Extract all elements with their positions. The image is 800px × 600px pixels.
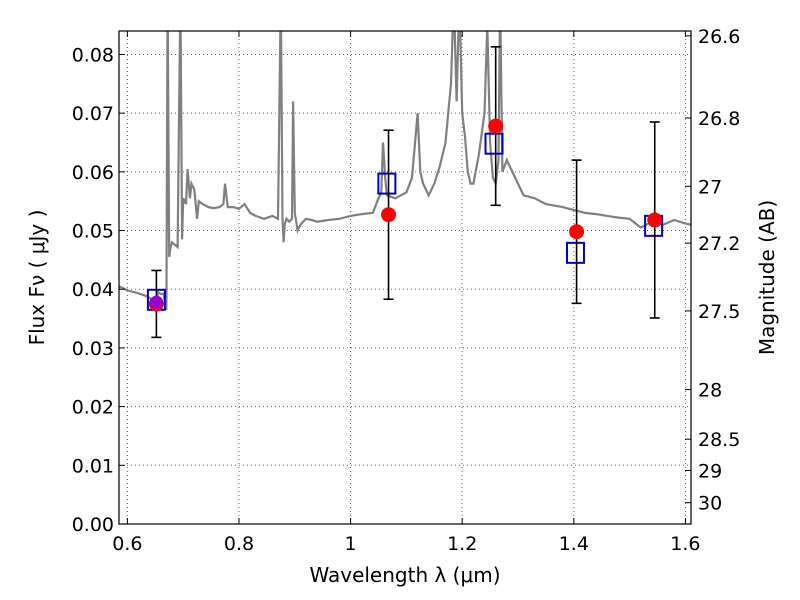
y-tick-label: 0.06 bbox=[72, 162, 114, 184]
x-tick-label: 1.2 bbox=[447, 533, 477, 555]
x-tick-label: 1.4 bbox=[559, 533, 589, 555]
grid-lines bbox=[119, 31, 691, 524]
y-axis-label: Flux Fν ( μJy ) bbox=[25, 210, 49, 346]
mag-tick-label: 29 bbox=[698, 460, 722, 482]
observed-point bbox=[569, 224, 585, 240]
x-axis-label: Wavelength λ (μm) bbox=[309, 563, 500, 587]
x-tick-label: 0.6 bbox=[112, 533, 142, 555]
mag-tick-label: 27.5 bbox=[698, 301, 740, 323]
mag-tick-label: 26.6 bbox=[698, 26, 740, 48]
y-tick-label: 0.01 bbox=[72, 455, 114, 477]
model-photometry-square bbox=[484, 132, 504, 155]
data-points-layer bbox=[146, 46, 664, 339]
mag-tick-label: 27.2 bbox=[698, 233, 740, 255]
y-tick-label: 0.07 bbox=[72, 103, 114, 125]
y-tick-label: 0.02 bbox=[72, 397, 114, 419]
y-tick-label: 0.05 bbox=[72, 221, 114, 243]
mag-tick-label: 26.8 bbox=[698, 108, 740, 130]
mag-tick-label: 27 bbox=[698, 176, 722, 198]
observed-point bbox=[381, 207, 397, 223]
ticks-layer: 0.6 0.8 1 1.2 1.4 1.6 0.00 0.01 0.02 0.03 0.04 0.05… bbox=[72, 26, 741, 555]
model-photometry-square bbox=[565, 241, 585, 264]
observed-point bbox=[488, 118, 504, 134]
y2-axis-label: Magnitude (AB) bbox=[755, 200, 779, 355]
mag-tick-label: 28 bbox=[698, 380, 722, 402]
x-tick-label: 0.8 bbox=[224, 533, 254, 555]
model-spectrum-layer bbox=[119, 31, 691, 310]
model-photometry-square bbox=[377, 172, 397, 195]
observed-point bbox=[647, 212, 663, 228]
y-tick-label: 0.00 bbox=[72, 514, 114, 536]
y-tick-label: 0.04 bbox=[72, 279, 114, 301]
highlight-point bbox=[149, 295, 163, 309]
model-spectrum-line bbox=[119, 31, 691, 310]
mag-tick-label: 30 bbox=[698, 493, 722, 515]
y-tick-label: 0.03 bbox=[72, 338, 114, 360]
plot-frame bbox=[118, 30, 692, 525]
y-tick-label: 0.08 bbox=[72, 44, 114, 66]
x-tick-label: 1.6 bbox=[670, 533, 700, 555]
x-tick-label: 1 bbox=[345, 533, 357, 555]
mag-tick-label: 28.5 bbox=[698, 429, 740, 451]
